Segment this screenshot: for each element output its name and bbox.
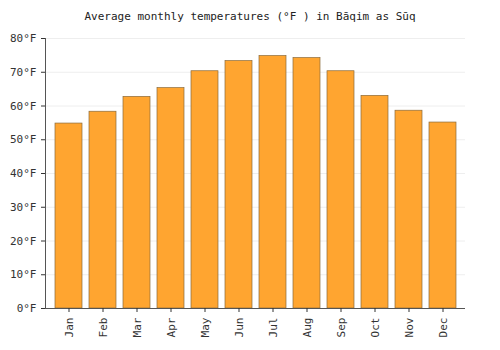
- svg-text:10°F: 10°F: [10, 268, 37, 281]
- svg-text:Mar: Mar: [131, 317, 144, 337]
- svg-text:Feb: Feb: [97, 318, 110, 338]
- svg-text:20°F: 20°F: [10, 235, 37, 248]
- svg-text:Nov: Nov: [403, 317, 416, 337]
- svg-text:May: May: [199, 317, 212, 337]
- svg-text:Jan: Jan: [63, 318, 76, 338]
- svg-text:60°F: 60°F: [10, 100, 37, 113]
- svg-text:Apr: Apr: [165, 317, 178, 337]
- svg-text:Jun: Jun: [233, 318, 246, 338]
- svg-text:40°F: 40°F: [10, 167, 37, 180]
- svg-text:30°F: 30°F: [10, 201, 37, 214]
- svg-text:0°F: 0°F: [17, 302, 37, 315]
- html-text:Average monthly temperatures (: Average monthly temperatures (°F ) in Bā…: [84, 10, 416, 23]
- svg-text:Dec: Dec: [437, 318, 450, 338]
- svg-text:80°F: 80°F: [10, 32, 37, 45]
- svg-text:Jul: Jul: [267, 318, 280, 338]
- svg-text:70°F: 70°F: [10, 66, 37, 79]
- svg-text:Sep: Sep: [335, 318, 348, 338]
- svg-text:Aug: Aug: [301, 318, 314, 338]
- svg-text:50°F: 50°F: [10, 133, 37, 146]
- svg-text:Oct: Oct: [369, 318, 382, 338]
